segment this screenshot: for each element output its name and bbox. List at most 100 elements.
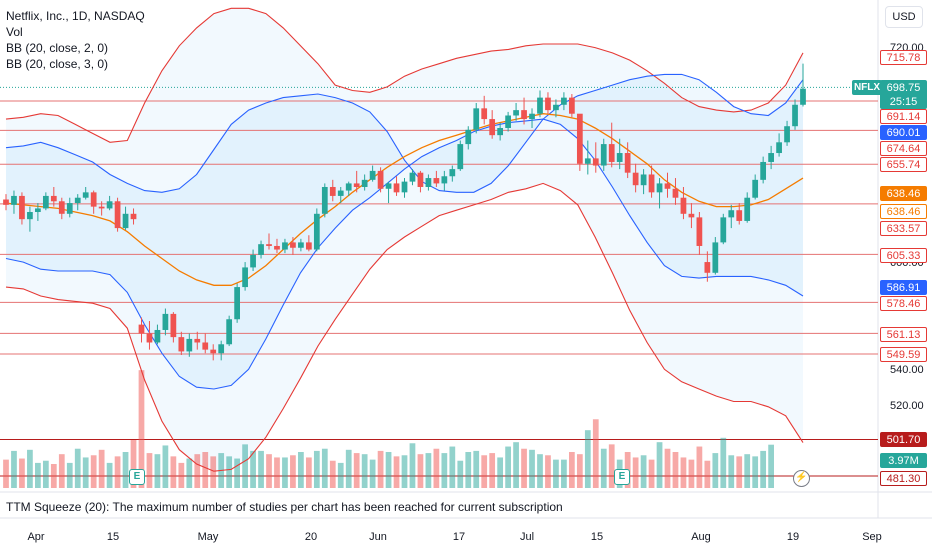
legend-bb-2[interactable]: BB (20, close, 2, 0) bbox=[6, 41, 109, 55]
volume-bar bbox=[728, 455, 735, 488]
x-tick-label: Jun bbox=[369, 531, 387, 543]
price-tag: 561.13 bbox=[880, 327, 927, 342]
volume-bar bbox=[305, 457, 312, 488]
study-limit-message: TTM Squeeze (20): The maximum number of … bbox=[6, 500, 563, 514]
candle-body bbox=[505, 115, 511, 129]
candle-body bbox=[513, 110, 519, 116]
candle-body bbox=[186, 338, 193, 352]
x-tick-label: 19 bbox=[786, 531, 800, 543]
candle-body bbox=[290, 242, 296, 248]
volume-bar bbox=[35, 462, 41, 488]
bb3-lower-line bbox=[5, 182, 804, 472]
volume-bar bbox=[194, 454, 201, 488]
volume-bar bbox=[720, 437, 727, 488]
volume-bar bbox=[632, 457, 639, 488]
volume-bar bbox=[545, 455, 551, 488]
legend-bb-3[interactable]: BB (20, close, 3, 0) bbox=[6, 57, 109, 71]
bb2-lower-line bbox=[5, 118, 804, 390]
candle-body bbox=[744, 197, 751, 221]
volume-bar bbox=[98, 449, 105, 488]
candle-body bbox=[385, 183, 392, 189]
x-tick-label: May bbox=[197, 531, 219, 543]
volume-bar bbox=[210, 456, 217, 488]
volume-bar bbox=[409, 443, 416, 488]
price-tag: 715.78 bbox=[880, 50, 927, 65]
volume-bar bbox=[130, 440, 137, 488]
candle-body bbox=[114, 201, 121, 229]
volume-bar bbox=[170, 456, 177, 488]
price-tag: 3.97M bbox=[880, 453, 927, 468]
lightning-icon[interactable]: ⚡ bbox=[793, 470, 810, 487]
volume-bar bbox=[178, 462, 185, 488]
volume-bar bbox=[27, 449, 33, 488]
candle-body bbox=[768, 153, 774, 162]
volume-bar bbox=[417, 454, 424, 488]
candle-body bbox=[688, 213, 695, 218]
candle-body bbox=[664, 183, 671, 189]
volume-bar bbox=[90, 455, 97, 488]
y-axis-label: 520.00 bbox=[890, 399, 924, 412]
volume-bar bbox=[154, 454, 161, 488]
candle-body bbox=[696, 217, 703, 246]
volume-bar bbox=[361, 454, 368, 488]
candle-body bbox=[489, 119, 496, 136]
current-price: 698.75 bbox=[886, 82, 921, 94]
bb3-band-fill bbox=[6, 8, 803, 472]
volume-bar bbox=[696, 446, 703, 488]
volume-bar bbox=[513, 442, 519, 488]
candle-body bbox=[521, 110, 527, 120]
candle-body bbox=[417, 172, 424, 187]
candle-body bbox=[616, 153, 623, 162]
candle-body bbox=[35, 208, 41, 213]
volume-bar bbox=[537, 454, 543, 488]
candle-body bbox=[162, 313, 169, 330]
candle-body bbox=[608, 144, 615, 162]
volume-bar bbox=[465, 452, 472, 488]
volume-bar bbox=[425, 453, 432, 488]
candle-body bbox=[130, 213, 137, 220]
candle-body bbox=[337, 190, 344, 196]
candle-body bbox=[600, 144, 607, 166]
volume-bar bbox=[561, 459, 567, 488]
earnings-badge-jul[interactable]: E bbox=[614, 469, 630, 485]
volume-bar bbox=[274, 457, 280, 488]
volume-bar bbox=[258, 450, 264, 488]
currency-button[interactable]: USD bbox=[885, 6, 923, 28]
volume-bar bbox=[266, 454, 272, 488]
volume-bar bbox=[441, 453, 448, 488]
price-tag: 549.59 bbox=[880, 347, 927, 362]
price-tag: 638.46 bbox=[880, 186, 927, 201]
volume-bar bbox=[521, 448, 527, 488]
candle-body bbox=[481, 108, 488, 120]
symbol-tag: NFLX bbox=[852, 80, 882, 95]
candle-body bbox=[305, 242, 312, 250]
volume-bar bbox=[648, 459, 655, 488]
candle-body bbox=[656, 183, 663, 193]
candle-body bbox=[98, 206, 105, 209]
candle-body bbox=[497, 128, 504, 136]
candle-body bbox=[146, 333, 153, 343]
volume-bar bbox=[282, 457, 288, 488]
volume-bar bbox=[736, 456, 743, 488]
legend-title[interactable]: Netflix, Inc., 1D, NASDAQ bbox=[6, 9, 145, 23]
volume-bar bbox=[473, 450, 480, 488]
earnings-badge-apr[interactable]: E bbox=[129, 469, 145, 485]
x-tick-label: 20 bbox=[304, 531, 318, 543]
current-price-tag: 698.75 25:15 bbox=[880, 80, 927, 109]
countdown: 25:15 bbox=[889, 96, 918, 108]
candle-body bbox=[760, 161, 767, 180]
candle-body bbox=[282, 242, 288, 250]
volume-bar bbox=[656, 442, 663, 488]
candle-body bbox=[449, 169, 456, 177]
candle-body bbox=[465, 129, 472, 145]
volume-bar bbox=[393, 456, 400, 488]
candle-body bbox=[377, 170, 384, 189]
volume-bar bbox=[42, 460, 49, 488]
volume-bar bbox=[529, 449, 535, 488]
candle-body bbox=[736, 210, 743, 221]
volume-bar bbox=[74, 448, 81, 488]
legend-vol[interactable]: Vol bbox=[6, 25, 23, 39]
volume-bar bbox=[298, 452, 304, 488]
x-tick-label: 15 bbox=[590, 531, 604, 543]
